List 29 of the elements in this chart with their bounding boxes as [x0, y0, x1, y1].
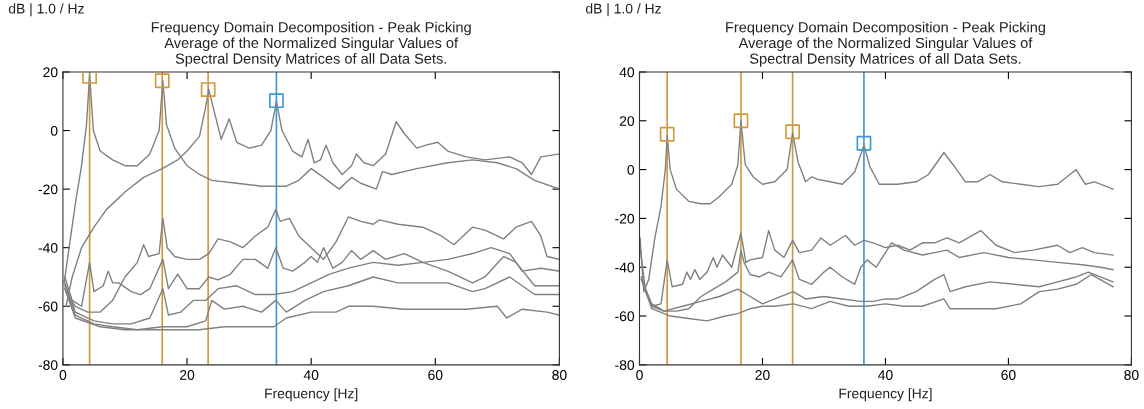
x-tick-label: 0	[59, 370, 67, 380]
x-tick-label: 0	[636, 370, 643, 380]
x-axis-title: Frequency [Hz]	[839, 388, 932, 402]
x-tick-label: 20	[180, 370, 195, 380]
chart-title: Frequency Domain Decomposition - Peak Picking Average of the Normalized Singular Values of Spectral Density Matrices of all Data Sets.	[151, 21, 471, 67]
y-tick-label: -20	[38, 184, 58, 195]
y-tick-label: 0	[50, 125, 58, 136]
x-tick-label: 20	[755, 370, 770, 380]
y-tick-label: -80	[38, 360, 58, 370]
chart-title: Frequency Domain Decomposition - Peak Picking Average of the Normalized Singular Values of Spectral Density Matrices of all Data Sets.	[726, 21, 1046, 67]
x-tick-label: 40	[878, 370, 893, 380]
x-tick-label: 60	[1001, 370, 1016, 380]
y-tick-label: -40	[615, 262, 635, 273]
y-tick-label: 20	[619, 116, 635, 126]
y-tick-label: 20	[43, 67, 58, 78]
y-tick-label: -40	[38, 243, 58, 253]
x-tick-label: 80	[552, 370, 567, 380]
y-tick-label: -60	[615, 311, 635, 322]
y-tick-label: -60	[38, 301, 58, 312]
y-axis-title: dB | 1.0 / Hz	[8, 3, 84, 17]
x-tick-label: 80	[1124, 370, 1139, 380]
y-tick-label: 40	[619, 67, 635, 78]
x-tick-label: 40	[303, 370, 319, 380]
y-tick-label: -20	[615, 213, 635, 224]
x-axis-title: Frequency [Hz]	[265, 388, 358, 402]
x-tick-label: 60	[428, 370, 443, 380]
y-tick-label: -80	[615, 360, 635, 370]
y-tick-label: 0	[627, 164, 635, 175]
y-axis-title: dB | 1.0 / Hz	[585, 3, 661, 17]
